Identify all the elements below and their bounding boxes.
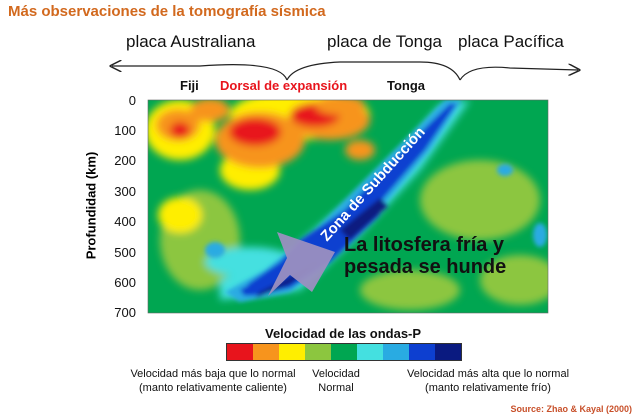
tick-700: 700	[114, 305, 136, 320]
sinking-arrow	[268, 232, 335, 296]
region-label-fiji: Fiji	[180, 78, 199, 93]
y-axis-label: Profundidad (km)	[83, 151, 99, 260]
legend-swatch-8	[435, 344, 461, 360]
legend-swatch-3	[305, 344, 331, 360]
arrow-pacifica	[459, 67, 578, 81]
tomography-plot	[148, 100, 548, 313]
legend-mid-line1: Velocidad	[312, 368, 360, 380]
legend-title: Velocidad de las ondas-P	[265, 326, 422, 341]
legend-color-bar	[226, 343, 462, 361]
caption-line2: pesada se hunde	[344, 256, 507, 278]
legend-swatch-1	[253, 344, 279, 360]
plate-label-australiana: placa Australiana	[126, 32, 256, 51]
legend-swatch-2	[279, 344, 305, 360]
arrow-australiana	[112, 65, 288, 81]
tick-200: 200	[114, 153, 136, 168]
legend-swatch-7	[409, 344, 435, 360]
tick-0: 0	[128, 93, 136, 108]
legend-swatch-4	[331, 344, 357, 360]
region-label-dorsal: Dorsal de expansión	[220, 78, 348, 93]
region-label-tonga: Tonga	[387, 78, 426, 93]
plate-label-tonga: placa de Tonga	[327, 32, 443, 51]
legend-mid: Velocidad Normal	[306, 367, 366, 395]
legend-swatch-5	[357, 344, 383, 360]
legend-swatch-6	[383, 344, 409, 360]
legend-swatch-0	[227, 344, 253, 360]
page-title: Más observaciones de la tomografía sísmi…	[8, 3, 326, 20]
legend-high-line2: (manto relativamente frío)	[425, 382, 551, 394]
legend-high: Velocidad más alta que lo normal (manto …	[393, 367, 583, 395]
caption-line1: La litosfera fría y	[344, 234, 505, 256]
source-credit: Source: Zhao & Kayal (2000)	[510, 404, 632, 414]
legend-low-line2: (manto relativamente caliente)	[139, 382, 287, 394]
tick-400: 400	[114, 214, 136, 229]
tick-300: 300	[114, 184, 136, 199]
tick-500: 500	[114, 245, 136, 260]
legend-low-line1: Velocidad más baja que lo normal	[130, 368, 296, 380]
plate-arrows	[112, 61, 578, 81]
plate-label-pacifica: placa Pacífica	[458, 32, 564, 51]
legend-mid-line2: Normal	[318, 382, 354, 394]
plot-frame	[147, 99, 549, 314]
legend-low: Velocidad más baja que lo normal (manto …	[118, 367, 308, 395]
bracket-tonga	[286, 61, 461, 81]
tick-600: 600	[114, 275, 136, 290]
tick-100: 100	[114, 123, 136, 138]
legend-high-line1: Velocidad más alta que lo normal	[406, 368, 570, 380]
